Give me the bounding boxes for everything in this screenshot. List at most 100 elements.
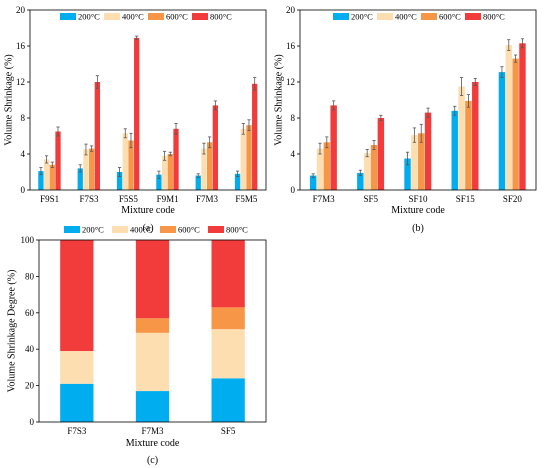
- legend-swatch: [192, 13, 208, 20]
- bar: [156, 174, 162, 190]
- bar: [201, 148, 207, 190]
- y-tick-label: 20: [16, 5, 26, 15]
- bar: [330, 105, 337, 190]
- bar: [370, 145, 378, 190]
- x-tick-label: F9M1: [157, 194, 179, 204]
- bar: [207, 142, 213, 190]
- legend-swatch: [333, 13, 349, 20]
- bar: [161, 155, 168, 190]
- y-axis-label-a: Volume Shrinkage (%): [3, 54, 14, 145]
- bar: [323, 142, 331, 190]
- y-tick-label: 4: [291, 149, 296, 159]
- bar: [498, 72, 506, 190]
- y-tick-label: 12: [286, 77, 295, 87]
- x-axis-label-a: Mixture code: [121, 205, 175, 216]
- bar-segment: [135, 391, 170, 422]
- yticks-b: 0 4 8 12 16 20: [286, 5, 300, 195]
- bar-segment: [211, 307, 245, 330]
- xticks-b: F7M3 SF5 SF10 SF15 SF20: [313, 194, 523, 204]
- y-tick-label: 8: [21, 113, 26, 123]
- plot-frame-a: [29, 9, 267, 191]
- bar: [418, 133, 425, 190]
- bar: [363, 153, 371, 190]
- y-tick-label: 60: [25, 308, 35, 318]
- bar-segment: [135, 240, 170, 319]
- legend-label: 600°C: [166, 12, 188, 22]
- y-tick-label: 16: [286, 41, 296, 51]
- y-tick-label: 100: [21, 235, 35, 245]
- yticks-a: 0 4 8 12 16 20: [16, 5, 30, 195]
- x-tick-label: F9S1: [40, 194, 59, 204]
- chart-b: 200°C 400°C 600°C 800°C 0 4 8 12 16 20 F7M3 SF5 SF…: [273, 5, 537, 234]
- bar: [77, 168, 83, 190]
- xticks-c: F7S3 F7M3 SF5: [67, 426, 236, 436]
- bar-segment: [60, 383, 94, 422]
- bar-segment: [135, 332, 170, 392]
- y-tick-label: 20: [25, 381, 35, 391]
- x-tick-label: F7S3: [67, 426, 87, 436]
- legend-swatch: [104, 13, 120, 20]
- bar-segment: [211, 378, 245, 422]
- bar: [472, 82, 479, 190]
- x-axis-label-b: Mixture code: [391, 205, 445, 216]
- legend-label: 400°C: [395, 12, 417, 22]
- bar: [411, 135, 418, 190]
- bar: [122, 133, 128, 190]
- bar: [316, 148, 324, 190]
- x-tick-label: SF5: [364, 194, 379, 204]
- x-axis-label-c: Mixture code: [126, 438, 180, 449]
- legend-label: 600°C: [439, 12, 461, 22]
- bar: [404, 158, 411, 190]
- legend-a: 200°C 400°C 600°C 800°C: [60, 12, 232, 22]
- bar: [43, 159, 50, 190]
- subplot-label-c: (c): [147, 455, 158, 466]
- x-tick-label: SF5: [221, 426, 236, 436]
- bar: [89, 148, 95, 190]
- x-tick-label: F5S5: [119, 194, 139, 204]
- y-tick-label: 12: [16, 77, 25, 87]
- legend-swatch: [377, 13, 393, 20]
- yticks-c: 0 20 40 60 80 100: [21, 235, 39, 427]
- legend-swatch: [60, 13, 76, 20]
- bar-segment: [60, 240, 94, 352]
- bar: [465, 100, 472, 190]
- x-tick-label: F7S3: [79, 194, 99, 204]
- y-axis-label-c: Volume Shrinkage Degree (%): [6, 270, 17, 393]
- y-tick-label: 8: [291, 113, 296, 123]
- bar: [83, 149, 89, 190]
- bar: [128, 140, 134, 190]
- subplot-label-b: (b): [412, 223, 424, 234]
- x-tick-label: F7M3: [313, 194, 336, 204]
- legend-swatch: [112, 226, 128, 233]
- plot-frame-b: [299, 9, 537, 191]
- bar: [252, 83, 258, 190]
- y-tick-label: 4: [21, 149, 26, 159]
- legend-label: 400°C: [130, 225, 152, 235]
- bar: [424, 112, 432, 190]
- legend-label: 800°C: [483, 12, 505, 22]
- bar: [173, 128, 179, 190]
- legend-label: 400°C: [122, 12, 144, 22]
- plot-frame-c: [38, 239, 267, 423]
- x-tick-label: F7M3: [141, 426, 164, 436]
- y-tick-label: 20: [286, 5, 296, 15]
- bar: [451, 110, 458, 190]
- bar: [234, 173, 241, 190]
- bar: [505, 45, 512, 190]
- subplot-label-a: (a): [142, 223, 153, 234]
- xticks-a: F9S1 F7S3 F5S5 F9M1 F7M3 F5M5: [40, 194, 258, 204]
- x-tick-label: F5M5: [235, 194, 258, 204]
- bar: [309, 175, 317, 190]
- legend-c: 200°C 400°C 600°C 800°C: [64, 225, 248, 235]
- x-tick-label: SF10: [408, 194, 428, 204]
- y-tick-label: 0: [30, 417, 35, 427]
- y-tick-label: 0: [21, 185, 26, 195]
- x-tick-label: F7M3: [196, 194, 219, 204]
- legend-swatch: [421, 13, 437, 20]
- legend-swatch: [160, 226, 176, 233]
- y-tick-label: 80: [25, 271, 35, 281]
- y-tick-label: 0: [291, 185, 296, 195]
